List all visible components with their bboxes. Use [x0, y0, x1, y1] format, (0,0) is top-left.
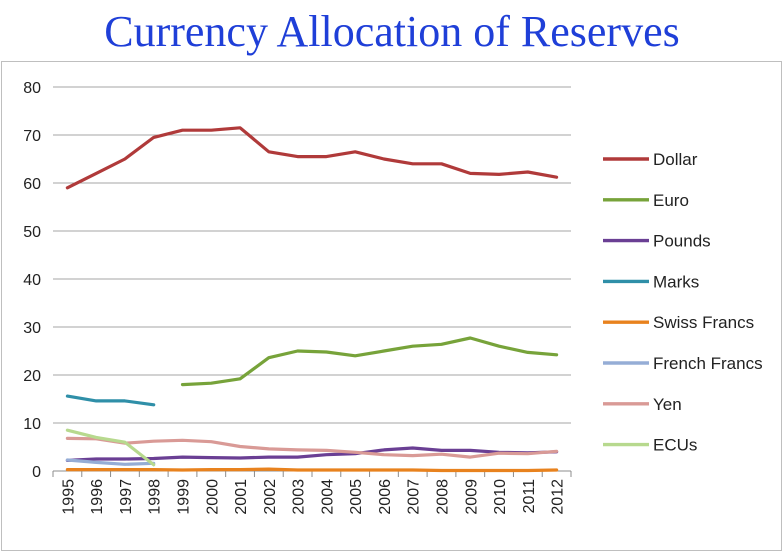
x-tick-label: 1998: [147, 479, 164, 515]
x-tick-label: 2011: [521, 479, 538, 514]
chart-title: Currency Allocation of Reserves: [104, 7, 680, 56]
x-tick-label: 1995: [60, 479, 77, 515]
y-tick-label: 30: [23, 320, 41, 337]
x-tick-label: 2001: [233, 479, 250, 515]
x-tick-label: 1996: [89, 479, 106, 515]
y-tick-label: 70: [23, 128, 41, 145]
series-line: [65, 126, 559, 190]
y-tick-label: 10: [23, 416, 41, 433]
series-line: [65, 436, 559, 459]
legend-label: Marks: [653, 272, 699, 291]
y-tick-label: 80: [23, 80, 41, 97]
y-tick-label: 40: [23, 272, 41, 289]
legend-label: French Francs: [653, 354, 763, 373]
x-tick-label: 2002: [262, 479, 279, 515]
x-tick-label: 2003: [291, 479, 308, 515]
legend-label: Dollar: [653, 150, 698, 169]
y-tick-label: 0: [32, 464, 41, 481]
x-tick-label: 2000: [204, 479, 221, 515]
legend-label: Pounds: [653, 232, 711, 251]
chart-frame: [1, 61, 782, 551]
y-tick-label: 50: [23, 224, 41, 241]
x-tick-label: 2007: [406, 479, 423, 515]
x-tick-label: 2009: [463, 479, 480, 515]
x-tick-label: 2010: [492, 479, 509, 515]
legend-label: Euro: [653, 191, 689, 210]
x-tick-label: 1997: [118, 479, 135, 515]
x-tick-label: 1999: [176, 479, 193, 515]
y-tick-label: 60: [23, 176, 41, 193]
series-line: [65, 467, 559, 473]
legend-label: Yen: [653, 395, 682, 414]
series-line: [65, 428, 156, 467]
x-tick-label: 2006: [377, 479, 394, 515]
x-tick-label: 2012: [550, 479, 567, 515]
series-line: [65, 458, 156, 466]
x-tick-label: 2008: [435, 479, 452, 515]
x-tick-label: 2004: [319, 479, 336, 515]
x-tick-label: 2005: [348, 479, 365, 515]
y-tick-label: 20: [23, 368, 41, 385]
legend-label: Swiss Francs: [653, 313, 754, 332]
legend-label: ECUs: [653, 436, 697, 455]
series-line: [180, 336, 559, 387]
series-line: [65, 446, 559, 462]
series-line: [65, 394, 156, 407]
